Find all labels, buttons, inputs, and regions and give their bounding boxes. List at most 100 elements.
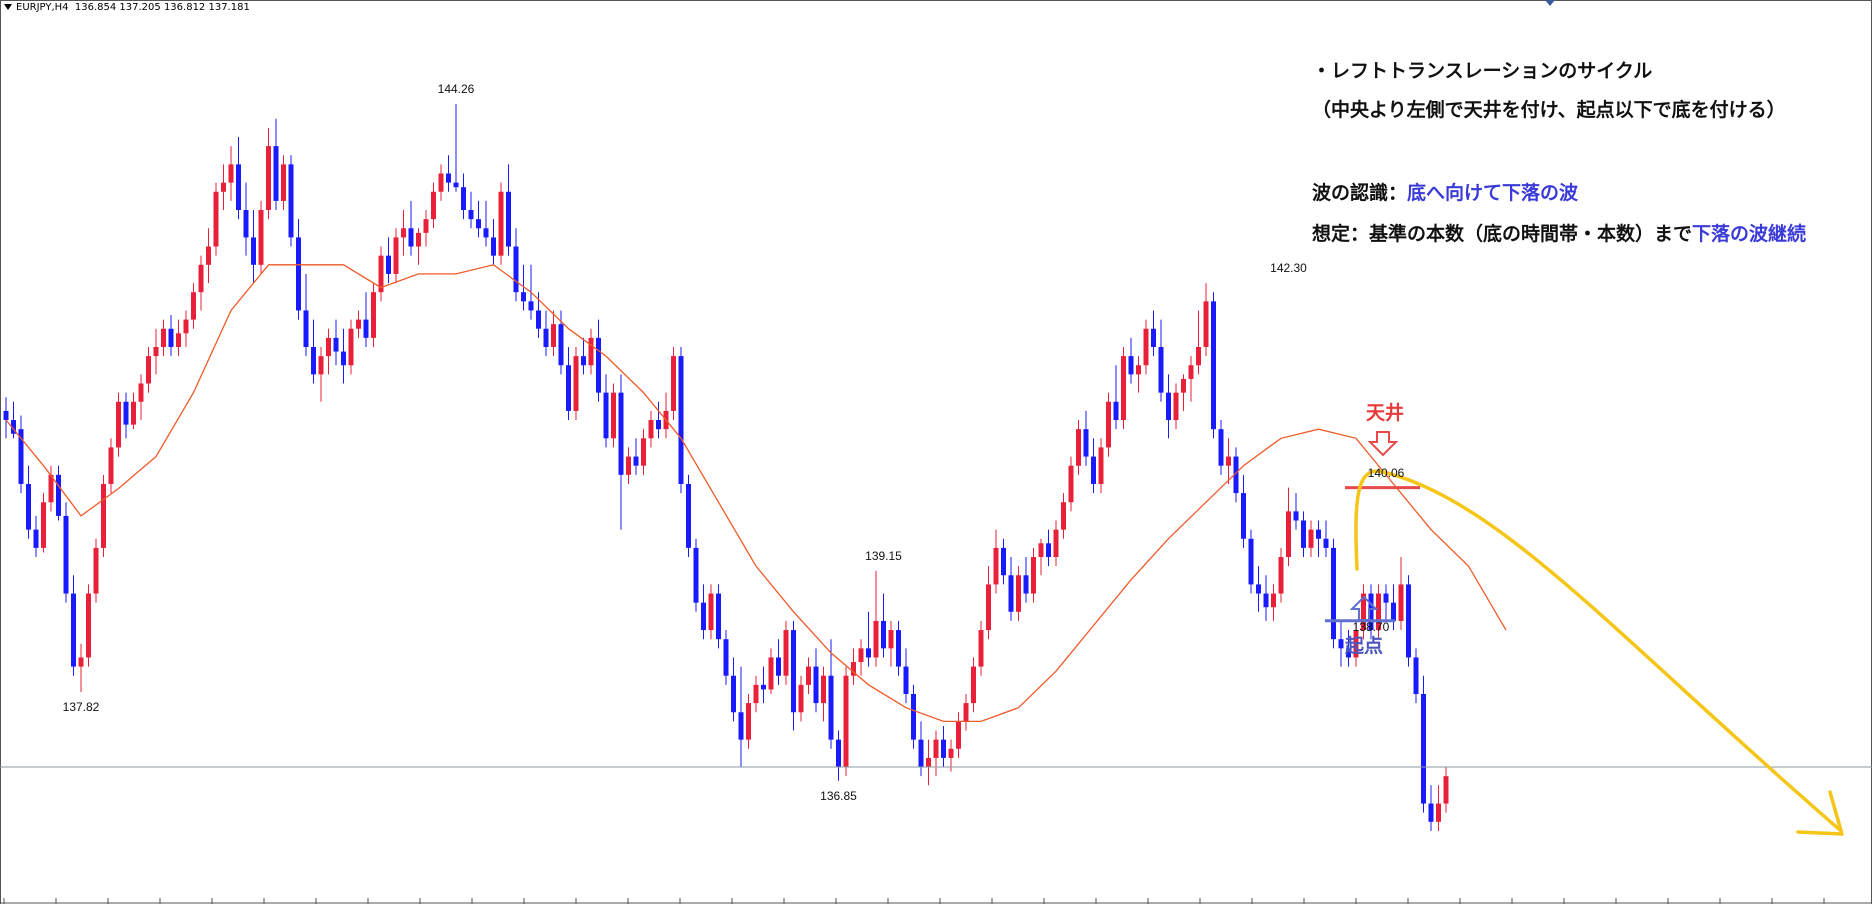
candle-body <box>551 324 556 347</box>
candle <box>116 392 121 457</box>
candle <box>138 374 144 421</box>
candle <box>48 465 54 512</box>
candle-body <box>1008 575 1014 612</box>
candle <box>213 182 219 256</box>
candle-body <box>678 356 684 484</box>
candle-body <box>1421 693 1426 804</box>
candle-body <box>1196 346 1201 366</box>
candle <box>1218 420 1224 475</box>
candle-body <box>1398 584 1404 621</box>
candle-body <box>131 401 136 425</box>
candle-body <box>708 593 714 631</box>
candle-body <box>423 219 429 233</box>
candle-body <box>1038 543 1044 558</box>
candle <box>701 584 706 640</box>
dropdown-triangle-icon[interactable] <box>4 4 12 10</box>
candle-body <box>1241 493 1246 539</box>
candle <box>26 465 31 539</box>
candle <box>1263 575 1269 621</box>
candle <box>1203 283 1209 357</box>
candle <box>783 620 789 685</box>
candle <box>146 346 151 393</box>
candle-body <box>746 703 751 740</box>
candle <box>326 328 331 375</box>
candle <box>581 337 586 375</box>
candle-body <box>86 593 91 658</box>
candle-body <box>851 662 856 676</box>
candle <box>1196 310 1201 375</box>
candle <box>1076 420 1081 475</box>
candle-body <box>71 593 76 667</box>
candle-body <box>11 420 16 434</box>
candle <box>1391 584 1396 631</box>
candle <box>896 620 901 676</box>
candle <box>971 657 976 713</box>
candle-body <box>176 333 181 347</box>
candle <box>993 529 999 594</box>
candle-body <box>183 319 189 334</box>
origin-up-arrow-icon <box>1349 595 1379 621</box>
candle <box>356 310 361 338</box>
candle <box>866 611 871 667</box>
candle-body <box>1053 529 1059 558</box>
candle <box>296 219 301 320</box>
candle-body <box>903 666 909 694</box>
candle-body <box>588 337 594 366</box>
candle <box>1166 374 1171 439</box>
candle-body <box>693 547 699 603</box>
scroll-marker-icon <box>1545 0 1555 6</box>
candle <box>1053 520 1059 567</box>
candle-body <box>1203 301 1209 347</box>
wave-value: 底へ向けて下落の波 <box>1407 182 1579 204</box>
candle-body <box>18 429 24 484</box>
candle-body <box>528 301 534 311</box>
candle-body <box>1308 529 1314 548</box>
candle-body <box>1061 502 1066 530</box>
candle <box>1031 547 1036 603</box>
candle-body <box>1106 401 1111 448</box>
assume-prefix: 想定：基準の本数（底の時間帯・本数）まで <box>1312 223 1693 245</box>
candle-body <box>1166 392 1171 421</box>
candle <box>1211 292 1216 439</box>
candle-body <box>1068 465 1074 503</box>
candle <box>603 374 609 448</box>
candle <box>1136 356 1141 393</box>
candle <box>281 155 286 211</box>
candle-body <box>1368 593 1374 631</box>
candle-body <box>191 292 196 320</box>
candle-body <box>1443 776 1449 804</box>
ohlc-readout: 136.854 137.205 136.812 137.181 <box>74 2 250 13</box>
candle-body <box>243 210 249 238</box>
candle <box>446 155 451 192</box>
price-label: 136.85 <box>820 788 857 803</box>
candle <box>363 292 369 347</box>
candle <box>303 273 309 357</box>
candle-body <box>318 356 324 375</box>
candle-body <box>378 255 384 293</box>
candle-body <box>888 630 894 649</box>
candle-body <box>506 191 511 247</box>
candle <box>1271 584 1276 621</box>
candle <box>1428 785 1434 831</box>
candle <box>1008 557 1014 621</box>
candle-body <box>566 365 571 411</box>
candle-body <box>1331 547 1336 640</box>
candle <box>401 210 406 256</box>
candle-body <box>491 237 496 256</box>
candle <box>753 675 759 713</box>
candle-body <box>311 346 316 375</box>
candle <box>1016 566 1021 621</box>
candle <box>776 639 781 685</box>
candle <box>686 474 691 558</box>
candle <box>656 401 661 439</box>
candle-body <box>641 438 646 466</box>
candle <box>371 283 376 347</box>
candle <box>521 264 526 311</box>
candle <box>258 200 264 274</box>
candle <box>168 315 174 357</box>
candle-body <box>648 420 654 439</box>
candle-body <box>858 648 864 663</box>
candle-body <box>626 456 631 475</box>
candle-body <box>596 337 601 393</box>
